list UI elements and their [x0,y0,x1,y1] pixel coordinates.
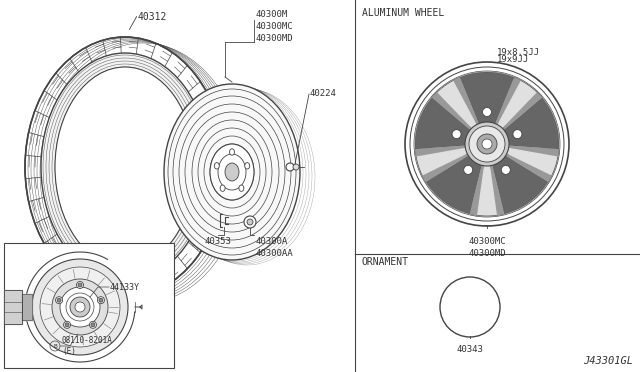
Polygon shape [505,147,559,182]
Ellipse shape [164,84,300,260]
Polygon shape [422,153,470,182]
Ellipse shape [55,67,195,267]
Polygon shape [501,92,542,131]
Circle shape [405,62,569,226]
Circle shape [465,122,509,166]
Text: ALUMINUM WHEEL: ALUMINUM WHEEL [362,8,444,18]
Text: 19x9JJ: 19x9JJ [497,55,529,64]
Polygon shape [4,290,22,324]
Circle shape [75,302,85,312]
Text: 44133Y: 44133Y [110,282,140,292]
Polygon shape [22,294,32,320]
Circle shape [57,298,61,302]
Circle shape [60,287,100,327]
Circle shape [97,297,104,304]
Text: ORNAMENT: ORNAMENT [362,257,409,267]
Circle shape [482,139,492,149]
Circle shape [440,277,500,337]
Ellipse shape [225,163,239,181]
Polygon shape [490,163,504,215]
Text: 08110-8201A
(E): 08110-8201A (E) [62,336,113,356]
Circle shape [244,216,256,228]
Ellipse shape [239,185,244,191]
Polygon shape [432,77,477,129]
Polygon shape [415,145,467,157]
Polygon shape [470,163,484,215]
Circle shape [99,298,103,302]
Circle shape [452,129,461,139]
Text: 40343: 40343 [456,345,483,354]
Circle shape [32,259,128,355]
Circle shape [477,134,497,154]
Circle shape [70,297,90,317]
Polygon shape [426,155,482,214]
Circle shape [56,297,63,304]
Polygon shape [460,72,514,125]
Polygon shape [504,153,552,182]
Ellipse shape [25,37,225,297]
Text: 40300M
40300MC
40300MD: 40300M 40300MC 40300MD [255,10,292,43]
Circle shape [286,163,294,171]
Polygon shape [502,98,559,149]
Ellipse shape [244,163,250,169]
Circle shape [293,164,299,170]
Circle shape [77,282,83,289]
Polygon shape [453,77,479,126]
Ellipse shape [220,185,225,191]
Circle shape [78,283,82,287]
Text: 40300A
40300AA: 40300A 40300AA [255,237,292,258]
Circle shape [90,321,97,328]
Polygon shape [470,164,504,216]
Circle shape [247,219,253,225]
Bar [4,243,174,368]
Polygon shape [495,77,521,126]
Polygon shape [432,92,473,131]
Polygon shape [415,147,469,182]
Ellipse shape [214,163,220,169]
Ellipse shape [41,53,209,281]
Text: J43301GL: J43301GL [583,356,633,366]
Text: 40300MC
40300MD: 40300MC 40300MD [468,237,506,258]
Circle shape [483,108,492,116]
Circle shape [65,323,69,327]
Circle shape [464,166,473,174]
Polygon shape [497,77,542,129]
Circle shape [501,166,510,174]
Polygon shape [507,145,559,157]
Polygon shape [492,155,548,214]
Polygon shape [415,98,472,149]
Circle shape [513,129,522,139]
Text: B: B [53,343,57,349]
Circle shape [91,323,95,327]
Circle shape [63,321,70,328]
Text: 40312: 40312 [138,12,168,22]
Ellipse shape [230,149,234,155]
Text: 40224: 40224 [310,90,337,99]
Circle shape [469,126,505,162]
Text: 19x8.5JJ: 19x8.5JJ [497,48,540,57]
Circle shape [52,279,108,335]
Ellipse shape [210,144,254,200]
Circle shape [40,267,120,347]
Text: 40353: 40353 [205,237,232,246]
